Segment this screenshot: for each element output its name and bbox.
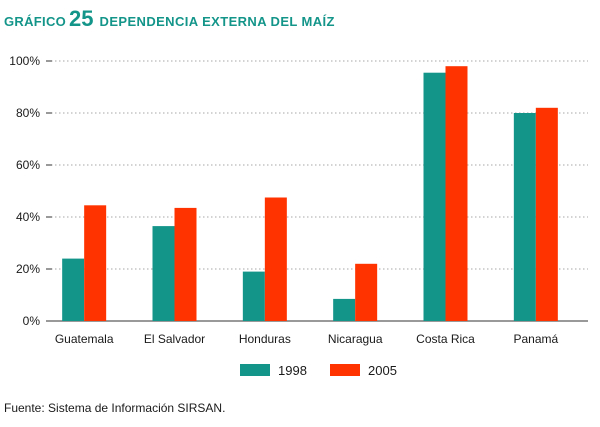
heading-label: GRÁFICO <box>4 14 67 29</box>
x-tick-label: Panamá <box>513 332 558 346</box>
y-tick-label: 20% <box>16 262 40 276</box>
bar-2005-nicaragua <box>355 263 378 321</box>
y-tick-label: 80% <box>16 106 40 120</box>
bar-2005-guatemala <box>84 205 107 321</box>
bar-1998-costa-rica <box>423 72 446 321</box>
bar-2005-honduras <box>264 197 287 321</box>
bar-1998-honduras <box>242 271 265 321</box>
bar-1998-guatemala <box>62 258 85 321</box>
chart-title: DEPENDENCIA EXTERNA DEL MAÍZ <box>99 14 335 29</box>
bar-chart: 0% 20% 40% 60% 80% 100% Guatemala El Salvador Ho… <box>9 54 588 378</box>
legend-label-2005: 2005 <box>368 363 397 378</box>
legend-swatch-2005 <box>330 364 360 376</box>
source-note: Fuente: Sistema de Información SIRSAN. <box>4 401 226 415</box>
x-tick-label: El Salvador <box>144 332 205 346</box>
x-tick-label: Nicaragua <box>328 332 383 346</box>
heading-number: 25 <box>69 6 94 31</box>
chart-heading: GRÁFICO 25 DEPENDENCIA EXTERNA DEL MAÍZ <box>4 6 335 32</box>
y-tick-label: 40% <box>16 210 40 224</box>
bar-1998-panam- <box>513 113 536 321</box>
y-tick-label: 100% <box>9 54 40 68</box>
bar-1998-nicaragua <box>333 298 356 321</box>
x-tick-label: Guatemala <box>55 332 114 346</box>
y-tick-label: 0% <box>23 314 41 328</box>
x-tick-label: Honduras <box>239 332 291 346</box>
y-tick-label: 60% <box>16 158 40 172</box>
legend-label-1998: 1998 <box>278 363 307 378</box>
legend-swatch-1998 <box>240 364 270 376</box>
bar-2005-panam- <box>535 107 558 321</box>
x-tick-label: Costa Rica <box>416 332 475 346</box>
bar-2005-costa-rica <box>445 66 468 321</box>
bar-2005-el-salvador <box>174 207 197 321</box>
bar-1998-el-salvador <box>152 226 175 321</box>
